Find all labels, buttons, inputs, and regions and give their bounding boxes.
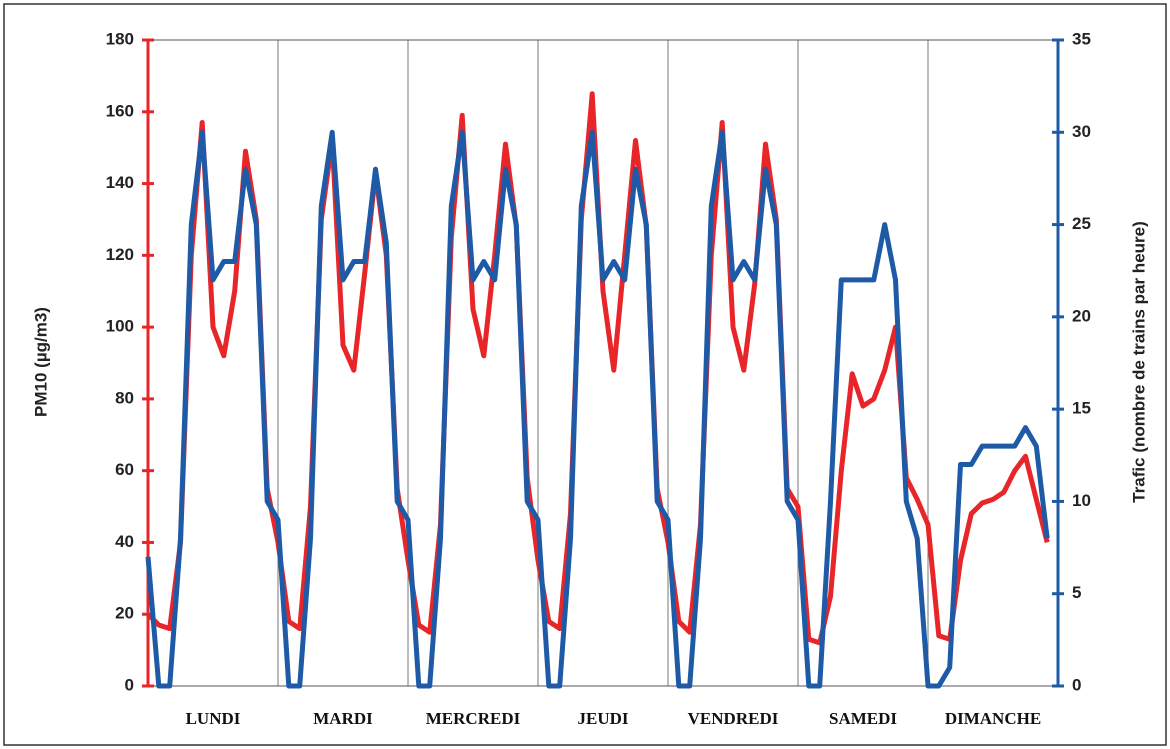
x-tick-label: MARDI xyxy=(313,709,373,728)
frame xyxy=(3,3,1167,746)
y-axis-title: PM10 (µg/m3) xyxy=(31,307,50,417)
x-tick-label: MERCREDI xyxy=(426,709,521,728)
x-tick-label: LUNDI xyxy=(186,709,241,728)
y-tick-label: 0 xyxy=(125,675,134,694)
y2-tick-label: 35 xyxy=(1072,29,1091,48)
y-tick-label: 160 xyxy=(106,101,134,120)
y-tick-label: 80 xyxy=(115,388,134,407)
y2-tick-label: 5 xyxy=(1072,583,1081,602)
y2-tick-label: 20 xyxy=(1072,306,1091,325)
y-tick-label: 140 xyxy=(106,173,134,192)
y-tick-label: 40 xyxy=(115,532,134,551)
y2-axis-title: Trafic (nombre de trains par heure) xyxy=(1129,221,1148,503)
y-tick-label: 180 xyxy=(106,29,134,48)
x-tick-label: DIMANCHE xyxy=(945,709,1041,728)
x-tick-label: SAMEDI xyxy=(829,709,897,728)
y-tick-label: 120 xyxy=(106,245,134,264)
x-tick-label: VENDREDI xyxy=(688,709,779,728)
y-tick-label: 100 xyxy=(106,317,134,336)
y2-tick-label: 0 xyxy=(1072,675,1081,694)
y2-tick-label: 25 xyxy=(1072,214,1091,233)
x-tick-label: JEUDI xyxy=(577,709,628,728)
y2-tick-label: 30 xyxy=(1072,122,1091,141)
y2-tick-label: 10 xyxy=(1072,491,1091,510)
series-line xyxy=(145,129,1050,689)
y2-tick-label: 15 xyxy=(1072,399,1091,418)
y-tick-label: 60 xyxy=(115,460,134,479)
y-tick-label: 20 xyxy=(115,604,134,623)
